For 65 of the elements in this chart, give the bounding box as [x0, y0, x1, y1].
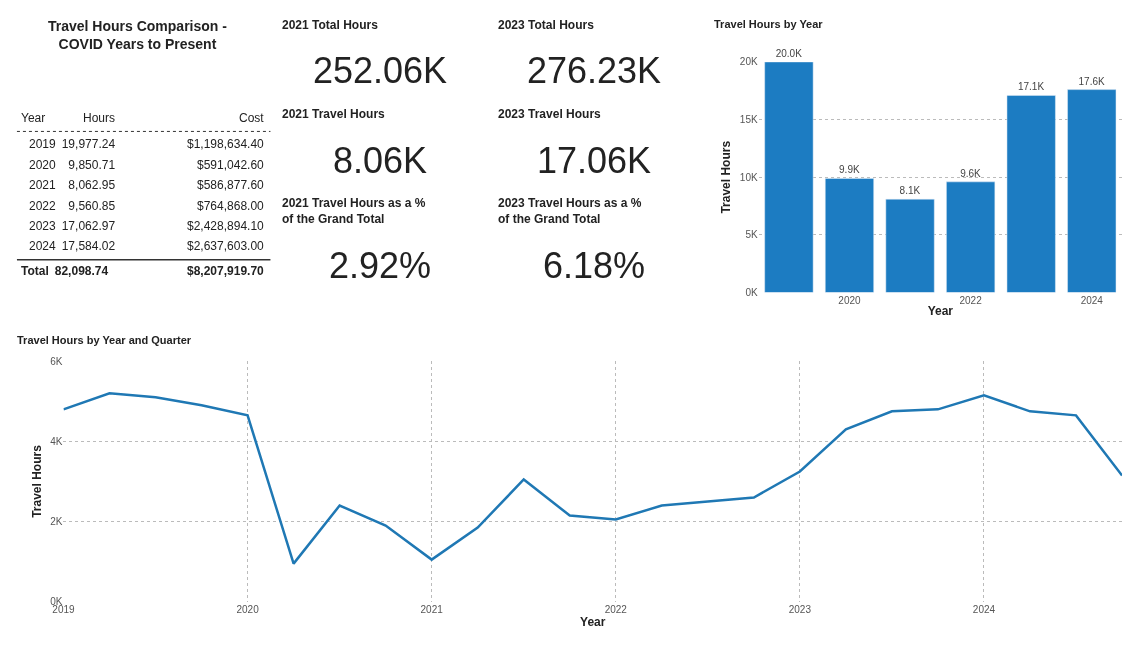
text: Hours — [83, 111, 116, 125]
x-tick-label: 2021 — [420, 603, 444, 615]
text: $764,868.00 — [197, 199, 265, 213]
data-label: 17.1K — [1017, 81, 1045, 93]
x-tick-label: 2024 — [1080, 294, 1104, 306]
text: 2021 Travel Hours — [282, 107, 386, 121]
bar — [1006, 95, 1056, 293]
x-tick-label: 2022 — [604, 603, 628, 615]
y-axis-title: Travel Hours — [719, 140, 734, 214]
y-tick-label: 6K — [50, 355, 63, 367]
bar — [1067, 89, 1117, 293]
x-axis-title: Year — [580, 614, 606, 629]
text: 2023 Travel Hours — [498, 107, 602, 121]
data-label: 8.1K — [899, 185, 921, 197]
text: 2020 9,850.71 — [29, 158, 116, 172]
data-label: 20.0K — [775, 47, 803, 59]
data-label: 9.9K — [839, 164, 860, 176]
data-label: 9.6K — [960, 167, 982, 179]
text: 2022 9,560.85 — [29, 199, 116, 213]
text: Travel Hours Comparison - COVID Years to Present — [48, 18, 228, 53]
y-axis-title: Travel Hours — [29, 444, 44, 518]
y-tick-label: 0K — [745, 287, 758, 299]
text: 2021 Total Hours — [282, 18, 379, 32]
text: 6.18% — [543, 245, 646, 286]
text: $591,042.60 — [197, 158, 265, 172]
x-tick-label: 2023 — [788, 603, 812, 615]
text: 2.92% — [329, 245, 432, 286]
text: $2,637,603.00 — [187, 239, 265, 253]
bar — [825, 178, 874, 293]
text: $2,428,894.10 — [187, 219, 265, 233]
text: Total 82,098.74 — [21, 264, 109, 278]
chart-title: Travel Hours by Year — [714, 18, 824, 30]
text: 2023 Travel Hours as a % of the Grand Total — [498, 196, 642, 226]
text: 2019 19,977.24 — [29, 137, 116, 151]
x-tick-label: 2020 — [236, 603, 260, 615]
text: Year — [21, 111, 46, 125]
x-tick-label: 2020 — [838, 294, 862, 306]
text: 2021 8,062.95 — [29, 178, 116, 192]
text: 8.06K — [333, 140, 428, 181]
bar — [885, 198, 935, 293]
text: 2023 Total Hours — [498, 18, 595, 32]
data-label: 17.6K — [1078, 75, 1105, 87]
bar — [764, 61, 814, 293]
text: 17.06K — [537, 140, 652, 181]
text: $586,877.60 — [197, 178, 265, 192]
y-tick-label: 4K — [50, 435, 63, 447]
y-tick-label: 5K — [745, 229, 758, 241]
y-tick-label: 20K — [739, 56, 758, 68]
text: 2023 17,062.97 — [29, 219, 116, 233]
text: 2021 Travel Hours as a % of the Grand Total — [282, 196, 426, 226]
line-series — [63, 392, 1123, 565]
chart-title: Travel Hours by Year and Quarter — [17, 334, 192, 346]
bar — [946, 181, 996, 293]
x-tick-label: 2024 — [972, 603, 996, 615]
y-tick-label: 2K — [50, 516, 63, 528]
text: $8,207,919.70 — [187, 264, 265, 278]
text: 276.23K — [527, 50, 662, 91]
x-tick-label: 2022 — [959, 294, 983, 306]
y-tick-label: 15K — [739, 114, 758, 126]
text: 2024 17,584.02 — [29, 239, 116, 253]
text: 252.06K — [313, 50, 448, 91]
x-axis-title: Year — [927, 304, 954, 319]
text: Cost — [239, 111, 265, 125]
text: $1,198,634.40 — [187, 137, 265, 151]
y-tick-label: 10K — [739, 171, 758, 183]
